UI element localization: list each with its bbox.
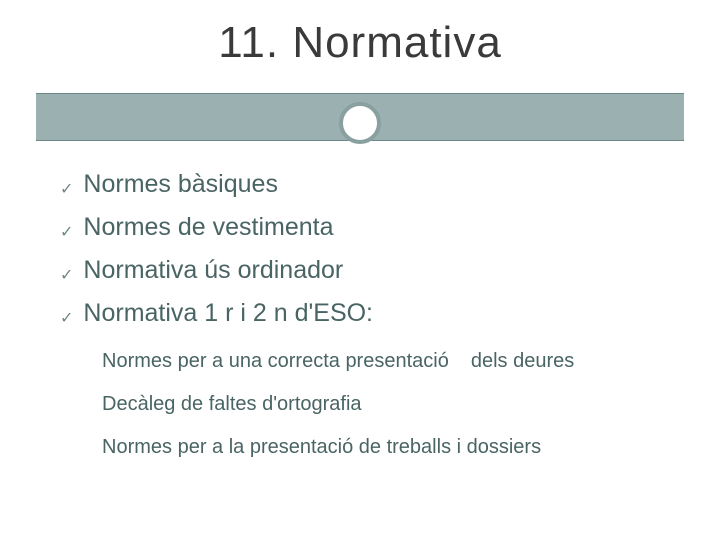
list-item-label: Normes bàsiques — [83, 170, 278, 199]
checkmark-icon: ✓ — [60, 182, 73, 198]
sub-item-text-a: Normes per a una correcta presentació — [102, 350, 449, 372]
content-area: ✓ Normes bàsiques ✓ Normes de vestimenta… — [60, 170, 670, 477]
sub-list-item: Decàleg de faltes d'ortografia — [102, 391, 650, 418]
sub-item-text-a: Decàleg de faltes d'ortografia — [102, 393, 362, 415]
slide: 11. Normativa ✓ Normes bàsiques ✓ Normes… — [0, 0, 720, 540]
checkmark-icon: ✓ — [60, 225, 73, 241]
list-item: ✓ Normativa ús ordinador — [60, 256, 670, 285]
list-item: ✓ Normes bàsiques — [60, 170, 670, 199]
sub-list-item: Normes per a una correcta presentació del… — [102, 348, 650, 375]
sub-item-text-a: Normes per a la presentació de treballs … — [102, 436, 541, 458]
sub-item-text-b: dels deures — [471, 350, 574, 372]
list-item-label: Normativa ús ordinador — [83, 256, 343, 285]
list-item: ✓ Normativa 1 r i 2 n d'ESO: — [60, 299, 670, 328]
list-item-label: Normativa 1 r i 2 n d'ESO: — [83, 299, 373, 328]
circle-ornament-icon — [337, 100, 383, 151]
checkmark-icon: ✓ — [60, 311, 73, 327]
sub-list-item: Normes per a la presentació de treballs … — [102, 434, 650, 461]
slide-title: 11. Normativa — [0, 18, 720, 68]
sub-list: Normes per a una correcta presentació del… — [102, 348, 670, 461]
list-item: ✓ Normes de vestimenta — [60, 213, 670, 242]
checkmark-icon: ✓ — [60, 268, 73, 284]
list-item-label: Normes de vestimenta — [83, 213, 333, 242]
